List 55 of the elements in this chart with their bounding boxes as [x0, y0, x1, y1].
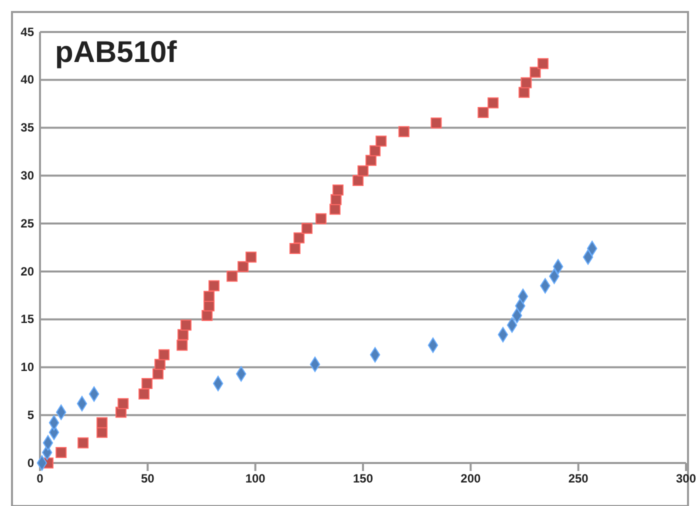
x-tick-label: 150: [352, 472, 374, 486]
point: [208, 280, 220, 292]
point: [289, 242, 300, 254]
point: [352, 174, 364, 186]
y-tick-label: 15: [20, 312, 34, 326]
point: [530, 66, 541, 78]
y-tick-label: 5: [27, 408, 34, 422]
point: [365, 154, 376, 166]
point: [246, 252, 257, 263]
y-tick-label: 20: [20, 264, 34, 278]
y-tick-label: 35: [20, 120, 34, 135]
point: [176, 340, 188, 351]
point: [226, 270, 238, 282]
point: [56, 446, 67, 458]
point: [316, 213, 327, 224]
point: [138, 388, 150, 400]
y-tick-label: 0: [27, 456, 34, 470]
point: [518, 86, 530, 98]
point: [78, 437, 89, 448]
chart-title: pAB510f: [55, 36, 178, 69]
point: [118, 398, 129, 410]
point: [158, 349, 170, 360]
y-tick-label: 30: [20, 168, 34, 183]
point: [154, 358, 166, 370]
point: [478, 106, 489, 118]
y-tick-label: 45: [20, 24, 34, 39]
y-tick-label: 40: [20, 72, 34, 87]
point: [398, 126, 410, 138]
x-tick-label: 300: [676, 472, 696, 486]
point: [96, 417, 108, 428]
point: [177, 329, 188, 340]
x-tick-label: 100: [245, 472, 266, 486]
point: [332, 184, 344, 196]
point: [238, 261, 249, 272]
y-tick-label: 10: [20, 360, 34, 374]
x-tick-label: 250: [568, 472, 589, 486]
x-tick-label: 200: [460, 472, 481, 486]
point: [302, 222, 313, 234]
x-tick-label: 0: [36, 472, 44, 486]
point: [152, 368, 164, 380]
point: [358, 165, 368, 176]
point: [294, 232, 305, 244]
point: [488, 97, 499, 108]
point: [538, 58, 549, 70]
point: [180, 320, 192, 331]
point: [330, 194, 342, 206]
y-tick-label: 25: [20, 216, 34, 230]
x-tick-label: 50: [140, 472, 155, 486]
point: [204, 290, 215, 302]
point: [370, 145, 381, 156]
point: [202, 310, 213, 321]
point: [520, 77, 532, 88]
point: [430, 117, 442, 128]
point: [376, 136, 387, 147]
point: [142, 378, 153, 390]
